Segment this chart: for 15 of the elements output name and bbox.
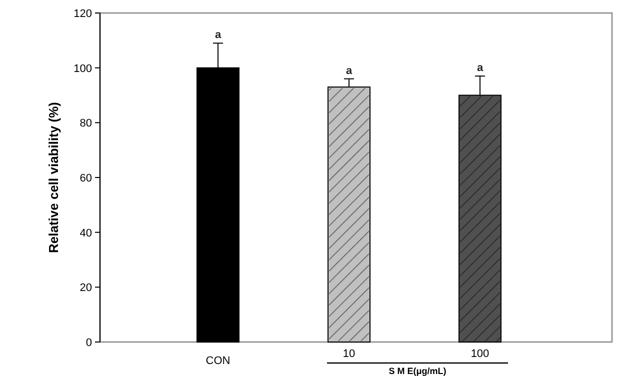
- x-tick-label: 10: [342, 348, 356, 360]
- y-tick-label: 100: [74, 62, 92, 75]
- y-axis-title: Relative cell viability (%): [46, 102, 61, 254]
- y-tick-label: 40: [80, 227, 92, 240]
- y-tick-label: 120: [74, 8, 92, 20]
- y-tick-label: 80: [80, 118, 92, 130]
- x-tick-label: CON: [206, 355, 230, 367]
- y-tick-label: 60: [80, 172, 92, 184]
- y-tick-label: 0: [86, 337, 92, 349]
- x-tick-label: 100: [470, 348, 490, 360]
- annotation: a: [476, 62, 484, 74]
- y-tick-label: 20: [80, 282, 92, 294]
- annotation: a: [214, 29, 222, 42]
- annotation: a: [346, 64, 353, 77]
- x-axis-title: S M E(μg/mL): [388, 366, 446, 376]
